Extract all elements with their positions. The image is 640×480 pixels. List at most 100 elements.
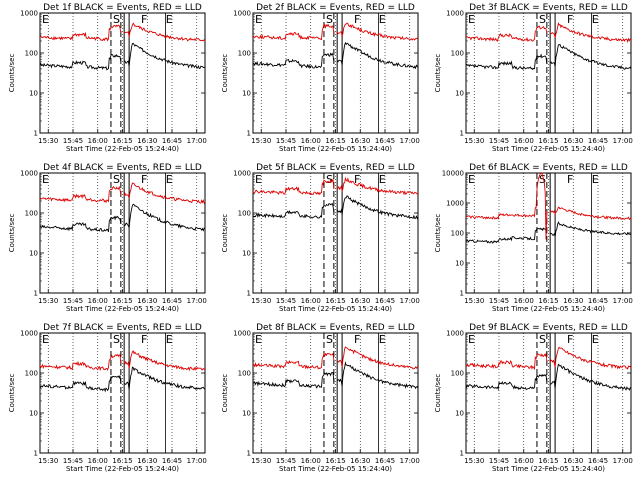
x-tick-label: 16:15 [538,137,558,145]
y-tick-label: 1000 [446,10,464,18]
y-tick-label: 10 [242,90,251,98]
x-tick-label: 16:15 [112,297,132,305]
y-axis-label: Counts/sec [8,214,16,253]
interval-marker: E [592,333,599,346]
y-tick-label: 10 [29,250,38,258]
x-axis-label: Start Time (22-Feb-05 15:24:40) [279,145,392,153]
x-tick-label: 15:30 [251,297,271,305]
interval-marker: E [468,13,475,26]
x-tick-label: 15:45 [63,297,83,305]
x-tick-label: 16:00 [301,297,321,305]
x-tick-label: 17:00 [400,457,420,465]
interval-marker: E [468,333,475,346]
x-tick-label: 16:45 [588,297,608,305]
interval-marker: F [141,333,147,346]
x-tick-label: 16:00 [514,297,534,305]
y-tick-label: 10 [455,260,464,268]
chart-panel: Det 3f BLACK = Events, RED = LLD 1 10 100 10… [434,3,633,153]
x-tick-label: 16:00 [88,297,108,305]
chart-panel: Det 6f BLACK = Events, RED = LLD 1 10 100 10… [434,163,633,313]
interval-marker: F [141,173,147,186]
x-tick-label: 16:15 [538,457,558,465]
interval-marker: E [379,13,386,26]
interval-marker: S [326,333,333,346]
y-tick-label: 1 [247,130,251,138]
x-tick-label: 16:15 [325,137,345,145]
y-tick-label: 10 [29,410,38,418]
x-axis-label: Start Time (22-Feb-05 15:24:40) [279,465,392,473]
x-tick-label: 17:00 [400,137,420,145]
y-axis-label: Counts/sec [221,214,229,253]
x-tick-label: 16:15 [112,137,132,145]
y-tick-label: 10 [455,410,464,418]
y-tick-label: 100 [25,210,38,218]
x-tick-label: 15:30 [464,137,484,145]
x-axis-label: Start Time (22-Feb-05 15:24:40) [66,465,179,473]
x-tick-label: 17:00 [400,297,420,305]
series-line-lld [465,172,632,240]
series-line-lld [252,346,419,370]
series-line-lld [252,176,419,196]
x-axis-label: Start Time (22-Feb-05 15:24:40) [492,305,605,313]
chart-title: Det 4f BLACK = Events, RED = LLD [43,163,202,173]
series-line-events [465,43,632,71]
series-line-events [252,361,419,390]
y-tick-label: 1000 [20,10,38,18]
interval-marker: F [354,333,360,346]
y-tick-label: 1000 [233,170,251,178]
x-tick-label: 16:45 [162,297,182,305]
series-line-lld [39,22,206,42]
x-axis-label: Start Time (22-Feb-05 15:24:40) [279,305,392,313]
series-line-events [465,221,632,244]
y-tick-label: 1 [247,290,251,298]
x-tick-label: 16:15 [538,297,558,305]
y-tick-label: 100 [451,370,464,378]
y-tick-label: 100 [238,370,251,378]
interval-marker: F [567,173,573,186]
interval-marker: E [255,13,262,26]
x-tick-label: 15:30 [464,457,484,465]
series-line-lld [39,182,206,205]
y-tick-label: 1 [460,290,464,298]
series-line-events [39,42,206,71]
interval-marker: F [567,13,573,26]
x-tick-label: 17:00 [187,457,207,465]
x-tick-label: 16:30 [137,137,157,145]
x-tick-label: 15:45 [489,297,509,305]
interval-marker: S [113,173,120,186]
y-tick-label: 100 [451,230,464,238]
x-tick-label: 16:00 [514,137,534,145]
chart-title: Det 1f BLACK = Events, RED = LLD [43,3,202,13]
series-line-events [465,363,632,391]
chart-panel: Det 2f BLACK = Events, RED = LLD 1 10 100 10… [221,3,420,153]
chart-title: Det 9f BLACK = Events, RED = LLD [469,323,628,333]
y-tick-label: 10 [242,250,251,258]
x-tick-label: 17:00 [187,297,207,305]
interval-marker: F [567,333,573,346]
x-tick-label: 15:45 [63,137,83,145]
y-axis-label: Counts/sec [221,374,229,413]
x-tick-label: 16:00 [301,457,321,465]
x-tick-label: 16:30 [350,457,370,465]
interval-marker: E [166,173,173,186]
interval-marker: S [113,333,120,346]
x-tick-label: 16:30 [137,457,157,465]
y-tick-label: 100 [451,50,464,58]
y-tick-label: 1 [34,130,38,138]
interval-marker: E [468,173,475,186]
y-tick-label: 10 [455,90,464,98]
y-tick-label: 1 [460,450,464,458]
y-tick-label: 100 [25,370,38,378]
y-axis-label: Counts/sec [434,54,442,93]
x-tick-label: 16:30 [563,297,583,305]
x-tick-label: 15:30 [38,457,58,465]
y-axis-label: Counts/sec [221,54,229,93]
x-tick-label: 16:15 [112,457,132,465]
x-tick-label: 16:45 [162,457,182,465]
x-tick-label: 16:00 [301,137,321,145]
interval-marker: E [166,13,173,26]
interval-marker: F [354,173,360,186]
x-tick-label: 16:45 [588,137,608,145]
chart-title: Det 7f BLACK = Events, RED = LLD [43,323,202,333]
